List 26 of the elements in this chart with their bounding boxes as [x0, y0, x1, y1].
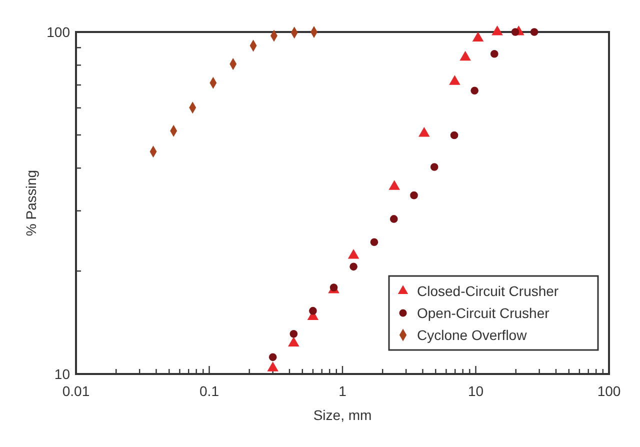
legend-label: Cyclone Overflow [417, 327, 528, 343]
point [350, 262, 358, 271]
point [450, 131, 458, 140]
point [309, 306, 317, 315]
x-tick-label: 10 [468, 383, 484, 399]
point [370, 238, 378, 246]
point [390, 215, 398, 223]
point [410, 191, 418, 200]
point [268, 353, 277, 362]
x-tick-label: 100 [597, 383, 621, 399]
legend-label: Open-Circuit Crusher [417, 305, 550, 321]
point [288, 336, 300, 347]
x-axis-title: Size, mm [313, 407, 372, 423]
point [530, 28, 538, 36]
point [290, 330, 298, 338]
y-axis-title: % Passing [23, 170, 39, 236]
point [470, 86, 478, 94]
point [430, 163, 438, 171]
point [348, 249, 360, 259]
legend-label: Closed-Circuit Crusher [417, 283, 559, 299]
point [490, 50, 498, 58]
x-tick-label: 1 [338, 383, 347, 399]
x-tick-label: 0.01 [62, 383, 90, 399]
x-tick-label: 0.1 [200, 383, 220, 399]
point [511, 28, 520, 36]
point [267, 362, 278, 372]
